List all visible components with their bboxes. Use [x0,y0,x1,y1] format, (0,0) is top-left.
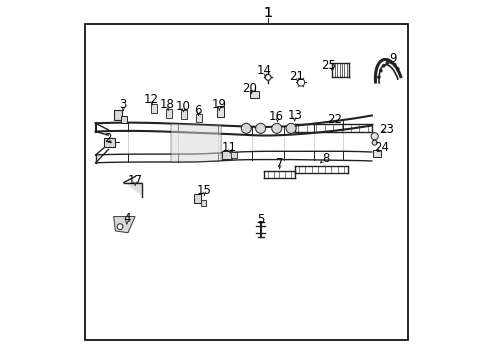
Circle shape [255,123,265,134]
Polygon shape [171,123,221,162]
Polygon shape [113,217,135,233]
Circle shape [377,76,380,79]
Circle shape [371,140,376,145]
Text: 19: 19 [211,98,226,111]
Text: 15: 15 [197,184,211,197]
Circle shape [382,64,385,67]
Text: 20: 20 [242,82,257,95]
Text: 8: 8 [322,152,329,165]
Text: 3: 3 [119,98,126,111]
Text: 6: 6 [194,104,201,117]
Circle shape [396,67,398,70]
Text: 5: 5 [256,213,264,226]
Circle shape [271,123,281,134]
Circle shape [297,79,304,86]
Text: 18: 18 [160,98,175,111]
Bar [216,107,223,117]
Bar [121,116,127,123]
Text: 24: 24 [373,141,388,154]
Text: 14: 14 [256,64,271,77]
Text: 1: 1 [263,6,272,20]
Bar [372,149,381,157]
Bar [85,24,407,339]
Text: 22: 22 [326,113,341,126]
Text: 9: 9 [389,51,396,64]
Text: 17: 17 [127,174,142,186]
Text: 16: 16 [268,110,283,123]
Bar [201,200,206,206]
Bar [230,152,236,158]
Circle shape [117,224,122,229]
Text: 25: 25 [321,59,336,72]
Text: 2: 2 [103,132,111,145]
Circle shape [265,75,270,80]
Circle shape [392,63,395,66]
Text: 10: 10 [175,100,190,113]
Bar [221,150,231,159]
Bar [103,138,115,147]
Text: 13: 13 [286,109,302,122]
Bar [181,111,187,119]
Bar [196,114,202,122]
Circle shape [241,123,251,134]
Circle shape [285,123,296,134]
Bar [166,109,172,118]
Circle shape [370,133,378,140]
Bar [114,110,122,120]
Text: 21: 21 [288,69,304,82]
Text: 7: 7 [275,157,283,170]
Bar [194,194,201,203]
Text: 11: 11 [222,141,237,154]
Circle shape [379,69,382,72]
Circle shape [389,61,392,64]
Text: 12: 12 [143,93,159,106]
Bar [151,104,157,113]
Text: 1: 1 [263,6,272,20]
Polygon shape [123,183,142,194]
Bar [250,91,258,98]
Circle shape [385,62,388,64]
Text: 4: 4 [123,212,130,225]
Text: 23: 23 [378,123,393,136]
